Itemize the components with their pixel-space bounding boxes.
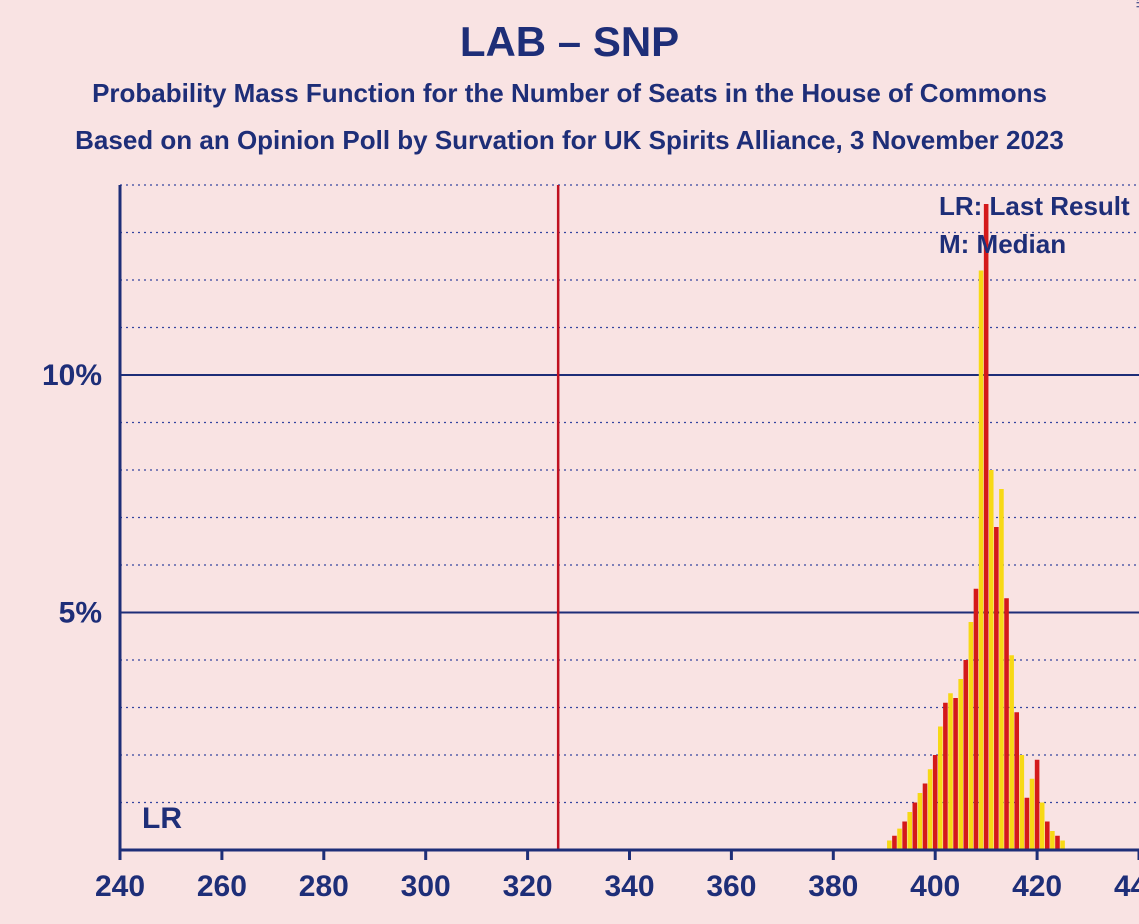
x-tick-label: 400 (910, 870, 960, 903)
x-tick-label: 240 (95, 870, 145, 903)
bar-red (984, 204, 989, 850)
y-tick-label: 10% (42, 359, 102, 392)
bar-red (1035, 760, 1040, 850)
bar-red (923, 784, 928, 851)
bar-yellow (969, 622, 974, 850)
bar-yellow (999, 489, 1004, 850)
x-tick-label: 340 (604, 870, 654, 903)
chart-container: LAB – SNP Probability Mass Function for … (0, 0, 1139, 924)
chart-svg: 240 260 280 300 320 340 360 380 400 420 440 5% 10% LR… (0, 0, 1139, 924)
bar-red (953, 698, 958, 850)
bar-red (963, 660, 968, 850)
bar-yellow (938, 727, 943, 851)
bar-yellow (907, 812, 912, 850)
x-tick-label: 320 (503, 870, 553, 903)
bar-red (933, 755, 938, 850)
bar-yellow (1040, 803, 1045, 851)
x-tick-label: 260 (197, 870, 247, 903)
bar-red (1045, 822, 1050, 851)
bar-red (892, 836, 897, 850)
x-tick-label: 280 (299, 870, 349, 903)
bar-red (1025, 798, 1030, 850)
bar-yellow (948, 693, 953, 850)
bar-yellow (918, 793, 923, 850)
bar-yellow (1050, 831, 1055, 850)
bar-red (1055, 836, 1060, 850)
bar-red (943, 703, 948, 850)
bar-red (1004, 598, 1009, 850)
bar-red (994, 527, 999, 850)
y-tick-label: 5% (59, 597, 102, 630)
x-tick-label: 380 (808, 870, 858, 903)
bar-red (902, 822, 907, 851)
bar-yellow (979, 271, 984, 851)
bar-yellow (897, 829, 902, 850)
bar-red (974, 589, 979, 850)
bar-yellow (1020, 755, 1025, 850)
x-tick-label: 360 (706, 870, 756, 903)
bar-yellow (958, 679, 963, 850)
lr-annotation: LR (142, 802, 182, 835)
x-tick-label: 300 (401, 870, 451, 903)
bar-yellow (1030, 779, 1035, 850)
bar-yellow (928, 769, 933, 850)
bar-yellow (989, 470, 994, 850)
bar-yellow (1009, 655, 1014, 850)
bar-red (1014, 712, 1019, 850)
legend-lr: LR: Last Result (939, 191, 1130, 221)
x-tick-label: 420 (1012, 870, 1062, 903)
legend-m: M: Median (939, 229, 1066, 259)
bar-red (913, 803, 918, 851)
x-tick-label: 440 (1114, 870, 1139, 903)
